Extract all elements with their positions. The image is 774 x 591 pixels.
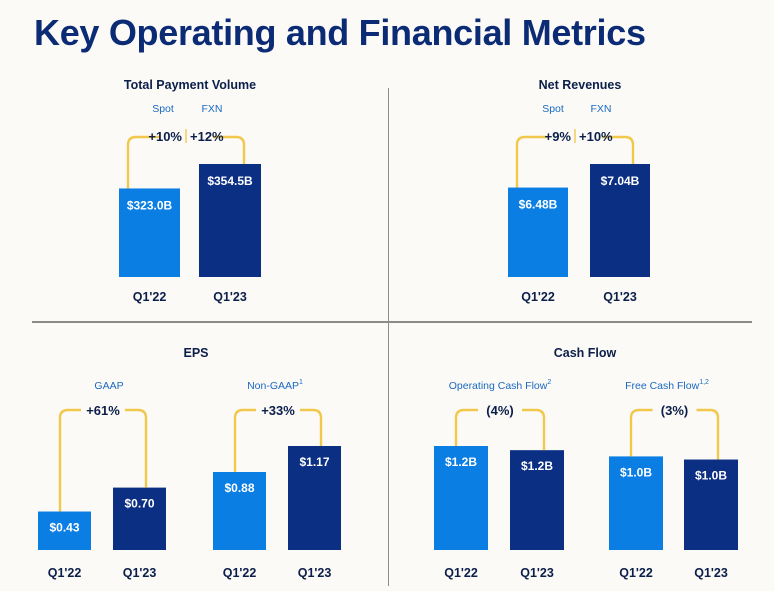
bar-q1-23 (288, 446, 341, 550)
bar-value-label: $323.0B (127, 198, 173, 212)
growth-bracket-left (454, 408, 478, 446)
x-tick-label: Q1'22 (48, 566, 82, 580)
sublabel-fxn: FXN (591, 103, 612, 115)
group-label-text: GAAP (94, 380, 123, 392)
x-tick-label: Q1'23 (603, 290, 637, 304)
bar-q1-23 (590, 164, 650, 277)
growth-bracket-left (629, 408, 653, 457)
bar-q1-23 (199, 164, 261, 277)
bar-value-label: $7.04B (601, 174, 640, 188)
bar-q1-22 (213, 472, 266, 550)
bar-value-label: $0.88 (224, 481, 254, 495)
sublabel-fxn: FXN (202, 103, 223, 115)
group-label: GAAP (94, 380, 123, 392)
bar-q1-22 (609, 456, 663, 550)
bar-value-label: $1.2B (521, 459, 553, 473)
growth-bracket-right (522, 408, 546, 451)
bar-value-label: $6.48B (519, 198, 558, 212)
growth-label: (4%) (486, 403, 513, 418)
bar-q1-22 (119, 188, 180, 277)
bar-q1-23 (510, 450, 564, 550)
sublabel-spot: Spot (152, 103, 174, 115)
growth-fxn: +12% (190, 129, 224, 144)
sublabel-spot: Spot (542, 103, 564, 115)
x-tick-label: Q1'23 (123, 566, 157, 580)
bar-value-label: $1.2B (445, 455, 477, 469)
group-label-text: Non-GAAP (247, 380, 299, 392)
group-label: Free Cash Flow1,2 (625, 379, 709, 392)
bar-value-label: $0.43 (49, 521, 79, 535)
bar-value-label: $1.17 (299, 455, 329, 469)
bar-q1-22 (434, 446, 488, 550)
vertical-divider (388, 88, 389, 586)
growth-bracket-left (58, 408, 81, 512)
growth-bracket-right (300, 408, 323, 446)
group-label-text: Free Cash Flow (625, 380, 700, 392)
bar-value-label: $1.0B (695, 469, 727, 483)
footnote-marker: 1,2 (699, 379, 709, 386)
chart-title: Net Revenues (539, 78, 622, 92)
bar-value-label: $1.0B (620, 465, 652, 479)
growth-bracket-left (126, 135, 159, 189)
bar-value-label: $354.5B (207, 174, 253, 188)
bar-value-label: $0.70 (124, 497, 154, 511)
bar-q1-23 (684, 459, 738, 550)
footnote-marker: 1 (299, 379, 303, 386)
x-tick-label: Q1'22 (133, 290, 167, 304)
footnote-marker: 2 (547, 379, 551, 386)
bar-q1-23 (113, 487, 166, 550)
x-tick-label: Q1'23 (520, 566, 554, 580)
growth-bracket-right (125, 408, 148, 488)
x-tick-label: Q1'23 (298, 566, 332, 580)
growth-label: (3%) (661, 403, 688, 418)
x-tick-label: Q1'23 (213, 290, 247, 304)
group-label-text: Operating Cash Flow (449, 380, 548, 392)
growth-bracket-right (696, 408, 720, 460)
bar-q1-22 (508, 187, 568, 277)
x-tick-label: Q1'22 (223, 566, 257, 580)
growth-spot: +9% (545, 129, 572, 144)
growth-bracket-left (515, 135, 548, 188)
growth-bracket-right (213, 135, 246, 164)
group-label: Operating Cash Flow2 (449, 379, 552, 392)
page-title: Key Operating and Financial Metrics (34, 12, 646, 53)
chart-title: Cash Flow (554, 346, 617, 360)
x-tick-label: Q1'22 (619, 566, 653, 580)
growth-fxn: +10% (579, 129, 613, 144)
growth-bracket-right (602, 135, 635, 164)
horizontal-divider (32, 321, 752, 323)
growth-label: +33% (261, 403, 295, 418)
growth-label: +61% (86, 403, 120, 418)
group-label: Non-GAAP1 (247, 379, 303, 392)
x-tick-label: Q1'22 (521, 290, 555, 304)
x-tick-label: Q1'23 (694, 566, 728, 580)
growth-bracket-left (233, 408, 256, 472)
chart-title: Total Payment Volume (124, 78, 256, 92)
bar-q1-22 (38, 511, 91, 550)
x-tick-label: Q1'22 (444, 566, 478, 580)
growth-spot: +10% (148, 129, 182, 144)
chart-title: EPS (183, 346, 208, 360)
